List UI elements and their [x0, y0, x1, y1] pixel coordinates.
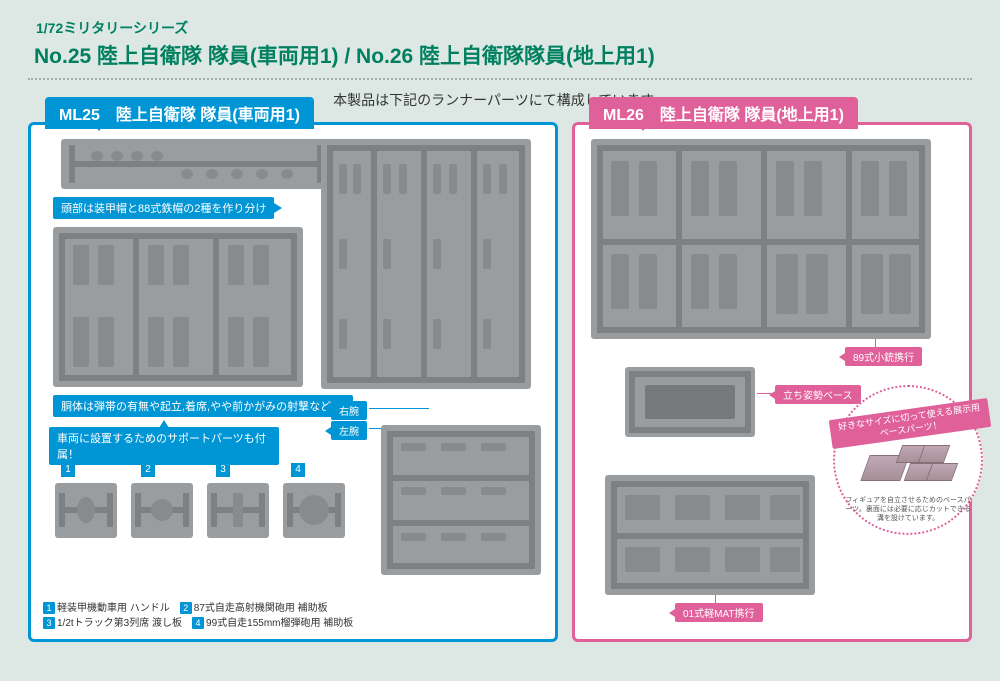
list4: 99式自走155mm榴弾砲用 補助板	[206, 618, 353, 629]
sprue-89	[591, 139, 931, 339]
panel-ml25: ML25 陸上自衛隊 隊員(車両用1) 頭部は装甲帽と88式鉄帽の2種を作り分け	[28, 122, 558, 642]
sprue-bodies	[53, 227, 303, 387]
panels-row: ML25 陸上自衛隊 隊員(車両用1) 頭部は装甲帽と88式鉄帽の2種を作り分け	[28, 122, 972, 642]
note-body: 胴体は弾帯の有無や起立,着席,やや前かがみの射撃など	[53, 395, 353, 417]
label-mat: 01式軽MAT携行	[675, 603, 763, 622]
sprue-arms	[321, 139, 531, 389]
label-rightarm: 右腕	[331, 401, 367, 420]
conn-89	[875, 339, 876, 347]
sprue-p2	[131, 483, 193, 538]
note-support: 車両に設置するためのサポートパーツも付属！	[49, 427, 279, 465]
callout-base: 好きなサイズに切って使える展示用ベースパーツ！ フィギュアを自立させるためのベー…	[833, 385, 983, 535]
sprue-p4	[283, 483, 345, 538]
tab-tail-right	[635, 121, 651, 131]
callout-banner: 好きなサイズに切って使える展示用ベースパーツ！	[829, 398, 992, 449]
parts-list: 1軽装甲機動車用 ハンドル 287式自走高射機関砲用 補助板 31/2tトラック…	[43, 601, 353, 631]
tab-tail-left	[91, 121, 107, 131]
note-head: 頭部は装甲帽と88式鉄帽の2種を作り分け	[53, 197, 274, 219]
num2: 2	[141, 463, 155, 477]
sprue-heads	[61, 139, 331, 189]
num3: 3	[216, 463, 230, 477]
divider	[28, 78, 972, 80]
tab-ml25: ML25 陸上自衛隊 隊員(車両用1)	[45, 97, 314, 129]
base-render	[865, 445, 955, 495]
sprue-arms2	[381, 425, 541, 575]
num4: 4	[291, 463, 305, 477]
sprue-p3	[207, 483, 269, 538]
header: 1/72ミリタリーシリーズ No.25 陸上自衛隊 隊員(車両用1) / No.…	[28, 18, 972, 70]
callout-caption: フィギュアを自立させるためのベースパーツ。裏面には必要に応じカットできる溝を設け…	[845, 496, 971, 523]
list1: 軽装甲機動車用 ハンドル	[57, 603, 170, 614]
label-leftarm: 左腕	[331, 421, 367, 440]
num1: 1	[61, 463, 75, 477]
panel-ml26: ML26 陸上自衛隊 隊員(地上用1)	[572, 122, 972, 642]
label-stand: 立ち姿勢ベース	[775, 385, 861, 404]
tab-ml26: ML26 陸上自衛隊 隊員(地上用1)	[589, 97, 858, 129]
conn-mat	[715, 595, 716, 603]
series-name: 1/72ミリタリーシリーズ	[36, 18, 972, 38]
product-title: No.25 陸上自衛隊 隊員(車両用1) / No.26 陸上自衛隊隊員(地上用…	[34, 40, 972, 70]
label-89: 89式小銃携行	[845, 347, 922, 366]
list3: 1/2tトラック第3列席 渡し板	[57, 618, 182, 629]
sprue-mat	[605, 475, 815, 595]
list2: 87式自走高射機関砲用 補助板	[194, 603, 328, 614]
sprue-base	[625, 367, 755, 437]
conn-stand	[757, 393, 773, 394]
sprue-p1	[55, 483, 117, 538]
conn-arm1	[369, 408, 429, 409]
